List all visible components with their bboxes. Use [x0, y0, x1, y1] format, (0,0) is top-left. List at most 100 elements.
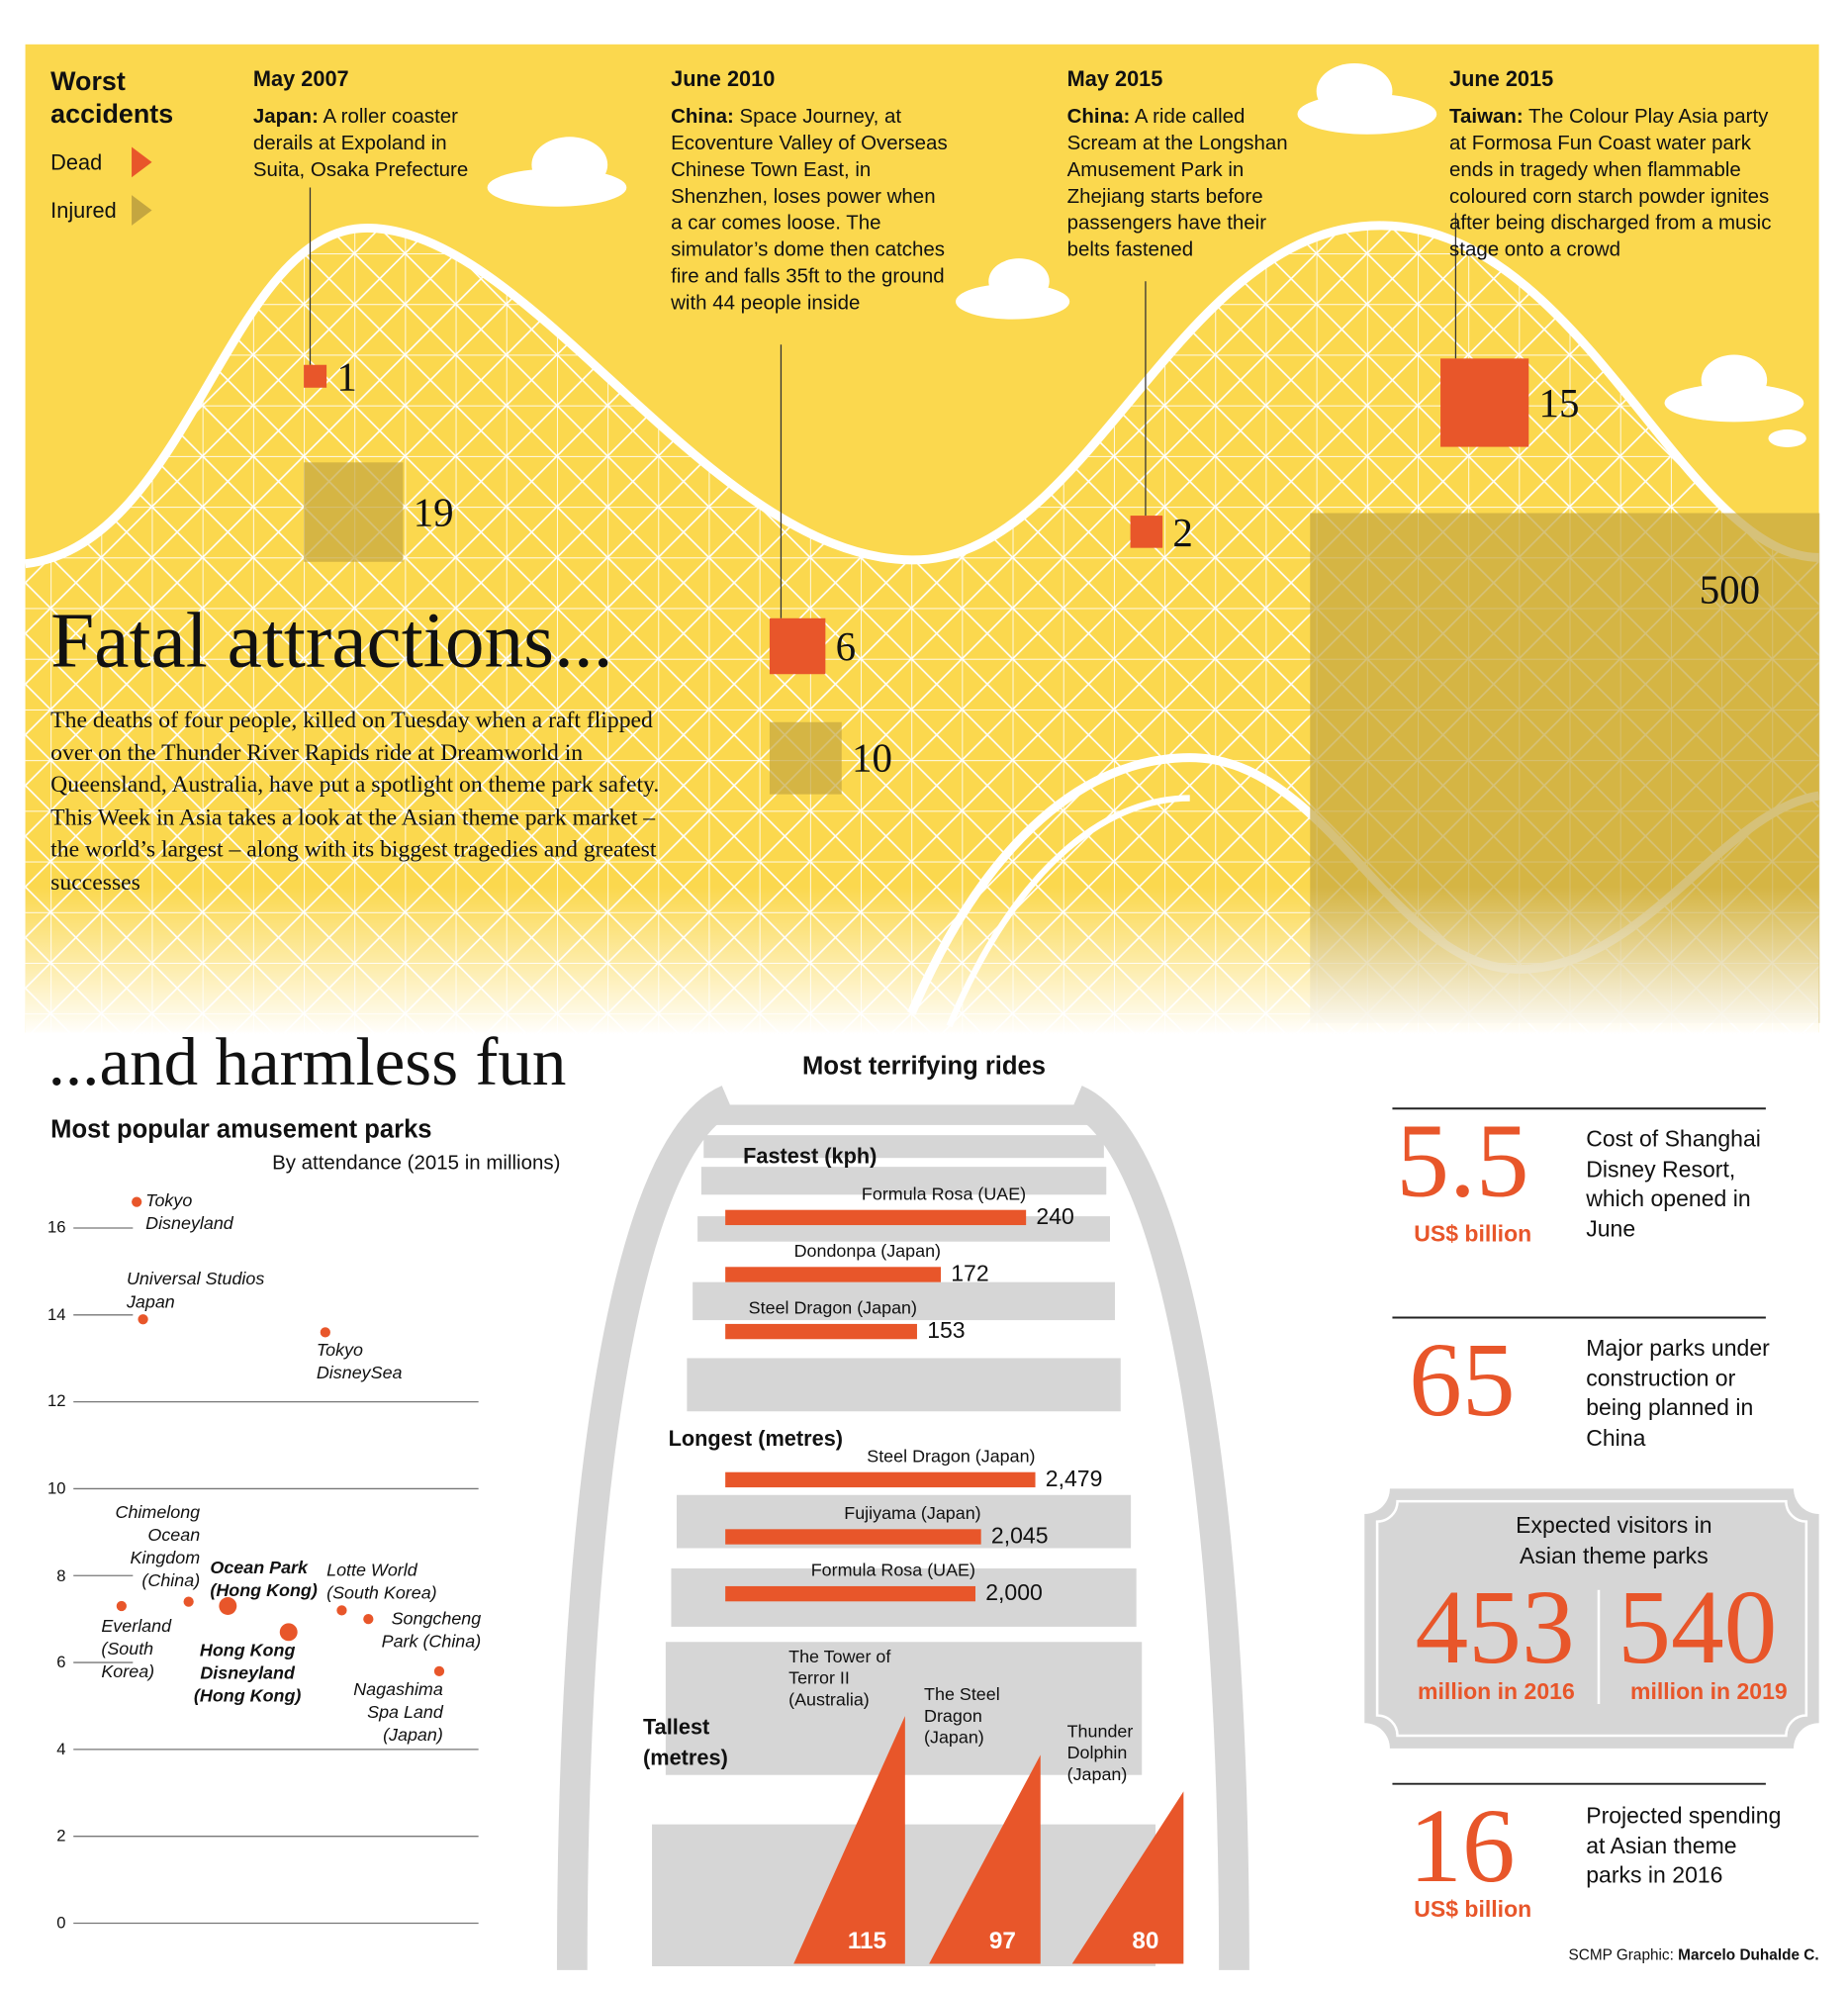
bar: [725, 1529, 981, 1545]
bar: [725, 1209, 1027, 1226]
point-label: Tokyo Disneyland: [145, 1189, 233, 1233]
y-tick-label: 6: [56, 1652, 66, 1672]
stat-text: Cost of Shanghai Disney Resort, which op…: [1586, 1126, 1761, 1242]
event-date: June 2015: [1449, 66, 1554, 92]
rail: [556, 1086, 735, 1970]
dead-square: [1130, 516, 1163, 548]
credit: SCMP Graphic: Marcelo Duhalde C.: [1439, 1944, 1819, 1964]
point: [433, 1665, 445, 1676]
bar-label: Steel Dragon (Japan): [748, 1297, 917, 1318]
bar-label: Fujiyama (Japan): [844, 1502, 981, 1523]
legend-label: Dead: [50, 150, 103, 175]
dead-square: [769, 617, 826, 675]
point-label: Ocean Park (Hong Kong): [210, 1557, 318, 1601]
stat-unit: million in 2019: [1629, 1678, 1788, 1705]
track-tie: [705, 1104, 1102, 1125]
event-date: June 2010: [671, 66, 776, 92]
chart-title: Longest (metres): [668, 1426, 844, 1451]
rides-title: Most terrifying rides: [802, 1052, 1047, 1082]
cloud: [1768, 429, 1806, 447]
y-tick-label: 8: [56, 1564, 66, 1585]
dead-square: [304, 364, 327, 388]
triangle: [793, 1716, 905, 1964]
credit-name: Marcelo Duhalde C.: [1678, 1945, 1819, 1964]
value-label: 19: [413, 489, 454, 535]
legend-marker: [132, 195, 152, 226]
point-label: Chimelong Ocean Kingdom (China): [115, 1501, 201, 1590]
stat-unit: million in 2016: [1418, 1678, 1575, 1705]
value-label: 80: [1132, 1928, 1159, 1955]
point-label: Tokyo DisneySea: [316, 1339, 403, 1382]
value-label: 500: [1699, 566, 1761, 613]
legend-marker: [132, 146, 152, 178]
cloud: [1701, 354, 1768, 406]
injured-square: [304, 462, 404, 562]
y-tick-label: 10: [47, 1478, 66, 1498]
point: [336, 1605, 347, 1616]
value-label: 6: [835, 622, 857, 670]
clouds: [487, 63, 1806, 447]
event-description: The Colour Play Asia party at Formosa Fu…: [1449, 106, 1772, 261]
point: [279, 1623, 298, 1642]
stat-number: 16: [1409, 1787, 1516, 1906]
point-label: Songcheng Park (China): [381, 1607, 482, 1652]
coaster-track: [25, 221, 1819, 569]
bar-label: Formula Rosa (UAE): [861, 1183, 1027, 1204]
chart-title: Fastest (kph): [743, 1144, 878, 1169]
track-tie: [703, 1135, 1104, 1159]
headline: Fatal attractions...: [50, 598, 613, 685]
event-place: Japan:: [252, 106, 319, 129]
bar: [725, 1323, 917, 1340]
stat-rules: [1392, 1107, 1766, 1785]
leader-lines: [309, 187, 1457, 618]
point-label: Hong Kong Disneyland (Hong Kong): [193, 1639, 302, 1706]
bar-label: Steel Dragon (Japan): [867, 1445, 1036, 1467]
bar-label: Formula Rosa (UAE): [810, 1560, 975, 1580]
value-label: 2,000: [985, 1579, 1043, 1606]
intro: The deaths of four people, killed on Tue…: [50, 708, 660, 896]
ticket: [1364, 1488, 1819, 1749]
event-text: China: Space Journey, at Ecoventure Vall…: [671, 104, 952, 317]
event-date: May 2007: [252, 66, 349, 92]
stat-title: Expected visitors in Asian theme parks: [1516, 1512, 1712, 1568]
stat-text: Projected spending at Asian theme parks …: [1586, 1802, 1782, 1888]
y-tick-label: 16: [47, 1217, 66, 1237]
track-tie: [693, 1281, 1115, 1321]
event-place: Taiwan:: [1449, 106, 1524, 129]
triangle-label: The Tower of Terror II (Australia): [788, 1645, 891, 1709]
value-label: 2,479: [1045, 1466, 1103, 1491]
dead-square: [1440, 358, 1529, 447]
point: [320, 1327, 330, 1338]
triangle: [1071, 1791, 1184, 1964]
event-date: May 2015: [1066, 66, 1163, 92]
y-tick-label: 4: [56, 1739, 66, 1758]
event-text: Taiwan: The Colour Play Asia party at Fo…: [1449, 104, 1772, 263]
chart-title: Tallest (metres): [642, 1715, 728, 1770]
track-tie: [687, 1358, 1121, 1412]
triangle-label: Thunder Dolphin (Japan): [1066, 1720, 1134, 1784]
value-label: 172: [951, 1260, 989, 1286]
event-text: China: A ride called Scream at the Longs…: [1067, 104, 1308, 263]
legend-label: Injured: [50, 199, 117, 224]
event-description: A ride called Scream at the Longshan Amu…: [1066, 106, 1288, 261]
bar-label: Dondonpa (Japan): [793, 1240, 942, 1261]
value-label: 2: [1172, 509, 1193, 555]
track-tie: [700, 1167, 1107, 1195]
cloud: [531, 137, 608, 193]
rail: [1068, 1086, 1249, 1970]
value-label: 15: [1538, 379, 1580, 426]
point-label: Lotte World (South Korea): [326, 1560, 437, 1603]
stat-unit: US$ billion: [1414, 1221, 1532, 1247]
stat-unit: US$ billion: [1414, 1896, 1532, 1923]
point: [138, 1314, 148, 1325]
chart-title: Worst accidents: [50, 66, 174, 130]
stat-number: 540: [1617, 1568, 1778, 1687]
fade: [25, 887, 1819, 1037]
triangle-label: The Steel Dragon (Japan): [924, 1683, 1000, 1748]
credit-label: SCMP Graphic:: [1568, 1945, 1674, 1964]
point-label: Nagashima Spa Land (Japan): [353, 1678, 443, 1745]
event-text: Japan: A roller coaster derails at Expol…: [253, 104, 479, 184]
event-description: A roller coaster derails at Expoland in …: [252, 106, 469, 182]
bar: [725, 1471, 1036, 1488]
